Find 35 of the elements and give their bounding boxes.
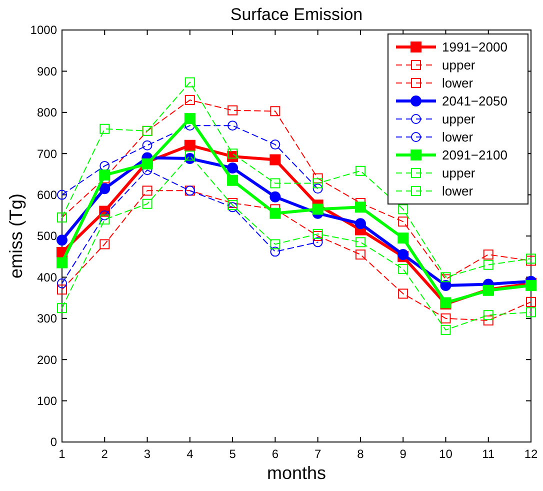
legend-label: upper [442,166,476,181]
legend-label: lower [442,76,474,91]
x-tick-label: 12 [524,447,538,461]
y-tick-label: 800 [36,106,58,120]
x-tick-label: 6 [272,447,279,461]
legend-label: lower [442,184,474,199]
x-tick-label: 9 [400,447,407,461]
y-tick-label: 300 [36,312,58,326]
y-tick-label: 600 [36,188,58,202]
x-tick-label: 10 [439,447,453,461]
y-tick-label: 500 [36,229,58,244]
x-tick-label: 1 [58,447,66,461]
y-tick-label: 900 [36,64,58,78]
legend-label: upper [442,112,476,127]
legend-label: 2091−2100 [442,148,508,163]
chart-title: Surface Emission [230,5,363,24]
x-tick-label: 4 [186,447,194,461]
x-axis-title: months [266,463,326,483]
legend-label: 1991−2000 [442,40,508,55]
y-tick-label: 1000 [30,23,58,38]
y-tick-label: 700 [36,146,58,161]
y-axis-title: emiss (Tg) [6,194,26,278]
legend-label: lower [442,130,474,145]
y-tick-label: 0 [50,435,58,450]
x-tick-label: 11 [482,447,495,461]
y-tick-label: 100 [36,394,58,408]
x-tick-label: 8 [357,447,364,461]
x-tick-label: 2 [101,447,108,461]
legend-label: 2041−2050 [442,94,508,109]
y-tick-label: 400 [36,270,58,284]
legend-label: upper [442,58,476,73]
y-tick-label: 200 [36,352,58,367]
x-tick-label: 5 [229,447,236,461]
x-tick-label: 7 [314,447,322,461]
x-tick-label: 3 [144,447,151,461]
